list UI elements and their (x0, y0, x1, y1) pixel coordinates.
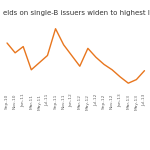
Text: elds on single-B issuers widen to highest level since 2: elds on single-B issuers widen to highes… (3, 10, 150, 16)
